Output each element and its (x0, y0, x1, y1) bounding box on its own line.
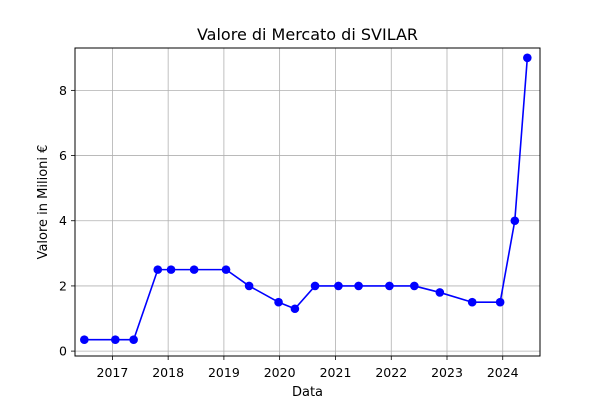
x-tick-label: 2020 (264, 365, 296, 380)
data-point (153, 265, 163, 274)
data-point (244, 281, 254, 291)
tick-layer: 2017 2018 2019 2020 2021 2022 2023 2024 0 2 4 6 8 (59, 83, 519, 380)
data-point (111, 335, 120, 345)
y-axis-label: Valore in Milioni € (36, 145, 51, 260)
x-tick-label: 2022 (375, 365, 407, 380)
x-tick-label: 2023 (431, 365, 463, 380)
series-layer (80, 53, 532, 345)
data-point (166, 265, 176, 274)
data-point (290, 304, 300, 314)
x-axis-label: Data (292, 385, 323, 400)
y-tick-label: 6 (59, 148, 67, 163)
data-point (80, 335, 89, 345)
y-tick-label: 0 (59, 344, 67, 359)
y-tick-label: 2 (59, 278, 67, 293)
data-point (510, 216, 520, 226)
data-point (129, 335, 138, 345)
data-point (189, 265, 199, 274)
data-point (410, 281, 419, 291)
x-tick-label: 2021 (320, 365, 352, 380)
data-point (334, 281, 343, 291)
data-point (495, 297, 505, 307)
data-point (274, 297, 283, 307)
data-point (221, 265, 231, 274)
x-tick-label: 2024 (487, 365, 519, 380)
grid-layer (75, 48, 540, 356)
data-point (435, 288, 445, 297)
data-point (385, 281, 394, 291)
data-point (467, 297, 477, 307)
data-point (523, 53, 532, 63)
x-tick-label: 2018 (152, 365, 184, 380)
y-tick-label: 4 (59, 213, 67, 228)
data-point (354, 281, 363, 291)
data-point (310, 281, 320, 291)
x-tick-label: 2017 (97, 365, 129, 380)
x-tick-label: 2019 (208, 365, 240, 380)
series-line (84, 57, 529, 341)
plot-frame (74, 47, 541, 357)
chart-title: Valore di Mercato di SVILAR (197, 25, 418, 44)
y-tick-label: 8 (59, 83, 67, 98)
